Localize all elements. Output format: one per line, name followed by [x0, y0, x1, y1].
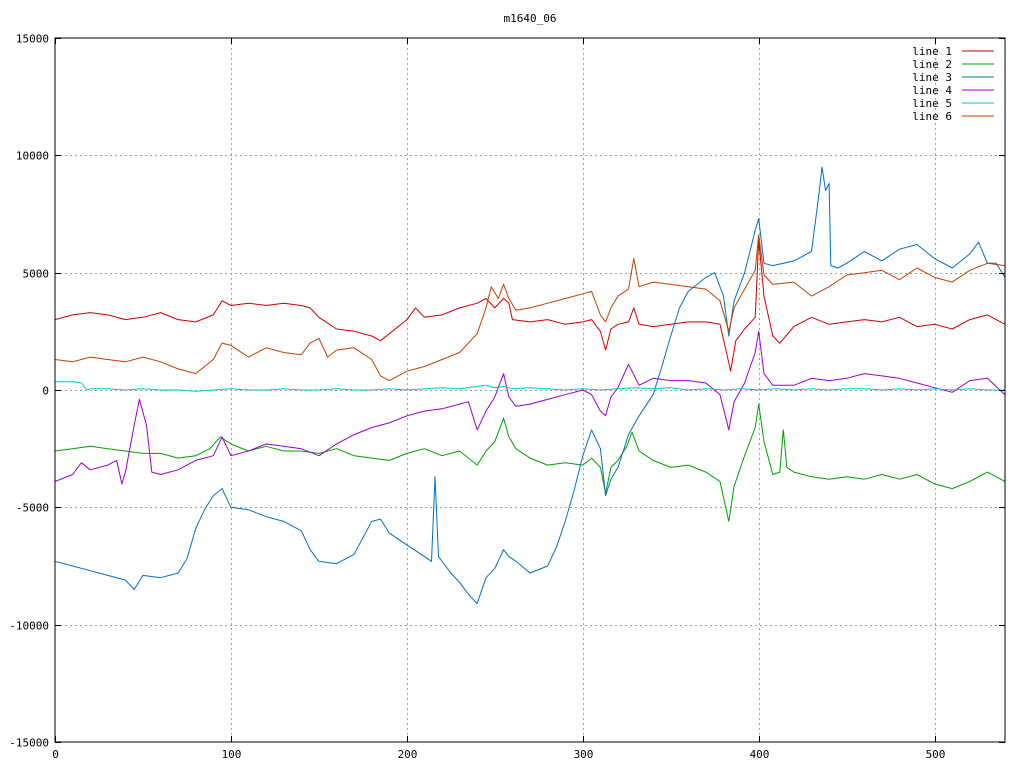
y-tick-label: 5000 [23, 268, 50, 281]
legend-label-2: line 2 [912, 58, 952, 71]
x-tick-label: 0 [52, 748, 59, 761]
legend-label-4: line 4 [912, 84, 952, 97]
grid [55, 38, 1005, 742]
y-tick-label: -15000 [9, 737, 49, 750]
y-tick-label: -5000 [16, 502, 49, 515]
series-layer [54, 166, 1006, 604]
legend-label-5: line 5 [912, 97, 952, 110]
series-line-1 [54, 239, 1006, 372]
x-tick-label: 200 [398, 748, 418, 761]
ticks: 0 100 200 300 400 500 -15000 -10000 -5000 0 5000 10… [9, 33, 1005, 761]
y-tick-label: 10000 [16, 150, 49, 163]
x-tick-label: 300 [574, 748, 594, 761]
series-line-6 [54, 234, 1006, 382]
legend-label-1: line 1 [912, 45, 952, 58]
series-line-4 [54, 330, 1006, 485]
x-tick-label: 100 [222, 748, 242, 761]
legend-label-3: line 3 [912, 71, 952, 84]
series-line-3 [54, 166, 1006, 604]
legend-label-6: line 6 [912, 110, 952, 123]
y-tick-label: 15000 [16, 33, 49, 46]
y-tick-label: 0 [42, 385, 49, 398]
y-tick-label: -10000 [9, 620, 49, 633]
series-line-2 [54, 403, 1006, 522]
chart-title: m1640_06 [504, 12, 557, 25]
series-line-5 [55, 381, 1005, 392]
x-tick-label: 500 [926, 748, 946, 761]
x-tick-label: 400 [750, 748, 770, 761]
